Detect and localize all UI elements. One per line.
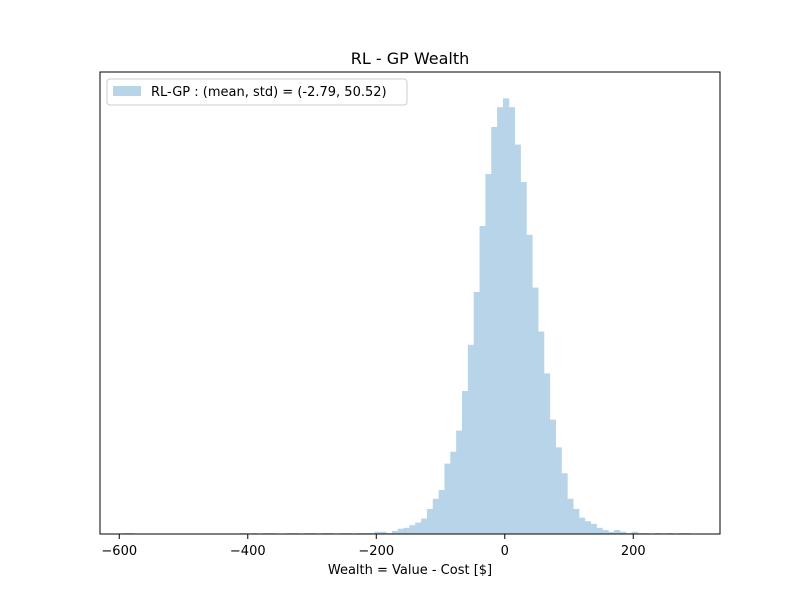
histogram-bar [438, 490, 445, 534]
chart-title: RL - GP Wealth [351, 49, 470, 68]
histogram-bar [502, 98, 510, 535]
histogram-bar [543, 373, 551, 534]
histogram-bar [497, 107, 504, 534]
histogram-bar [473, 292, 480, 534]
histogram-bar [374, 531, 381, 534]
histogram-bar [526, 234, 533, 535]
histogram-bar [380, 531, 387, 534]
histogram-bar [555, 447, 562, 534]
histogram-bar [479, 226, 486, 534]
histogram-bar [397, 528, 404, 534]
histogram-bar [520, 182, 527, 534]
histogram-bar [538, 331, 545, 534]
histogram-bar [619, 531, 627, 534]
x-tick-label: −200 [358, 544, 394, 559]
histogram-bar [532, 287, 539, 534]
histogram-bar [561, 473, 568, 534]
histogram-bar [549, 419, 556, 534]
legend: RL-GP : (mean, std) = (-2.79, 50.52) [106, 78, 408, 106]
legend-box [106, 78, 408, 106]
legend-label: RL-GP : (mean, std) = (-2.79, 50.52) [151, 85, 387, 100]
histogram-bar [426, 508, 434, 534]
histogram-bar [573, 508, 580, 534]
histogram-bar [590, 523, 597, 534]
bars-group [122, 98, 691, 535]
x-tick-label: 0 [501, 544, 509, 559]
histogram-bar [462, 391, 469, 534]
histogram-bar [403, 527, 410, 534]
x-tick-label: 200 [621, 544, 646, 559]
x-tick-label: −600 [101, 544, 137, 559]
histogram-bar [567, 498, 574, 534]
histogram-bar [391, 530, 399, 534]
histogram-bar [578, 517, 586, 534]
x-axis-label: Wealth = Value - Cost [$] [328, 563, 492, 578]
histogram-bar [432, 498, 440, 534]
histogram-bar [608, 531, 615, 534]
x-axis-ticks: −600 −400 −200 0 200 [101, 534, 646, 559]
histogram-bar [602, 530, 609, 534]
histogram-bar [614, 530, 621, 534]
legend-swatch [113, 86, 141, 96]
plot-frame [99, 71, 721, 535]
histogram-bar [444, 463, 451, 534]
histogram-bar [456, 430, 463, 534]
histogram-bar [631, 531, 638, 534]
histogram-bar [491, 127, 498, 534]
histogram-bar [596, 527, 603, 534]
histogram-bar [485, 174, 492, 534]
histogram-bar [409, 525, 416, 534]
histogram-bar [514, 144, 521, 534]
histogram-bar [584, 521, 592, 534]
histogram-bar [415, 522, 422, 534]
histogram-bar [450, 451, 457, 534]
histogram-bar [421, 518, 428, 534]
histogram-bar [508, 107, 516, 534]
x-tick-label: −400 [230, 544, 266, 559]
histogram-bar [467, 344, 475, 534]
